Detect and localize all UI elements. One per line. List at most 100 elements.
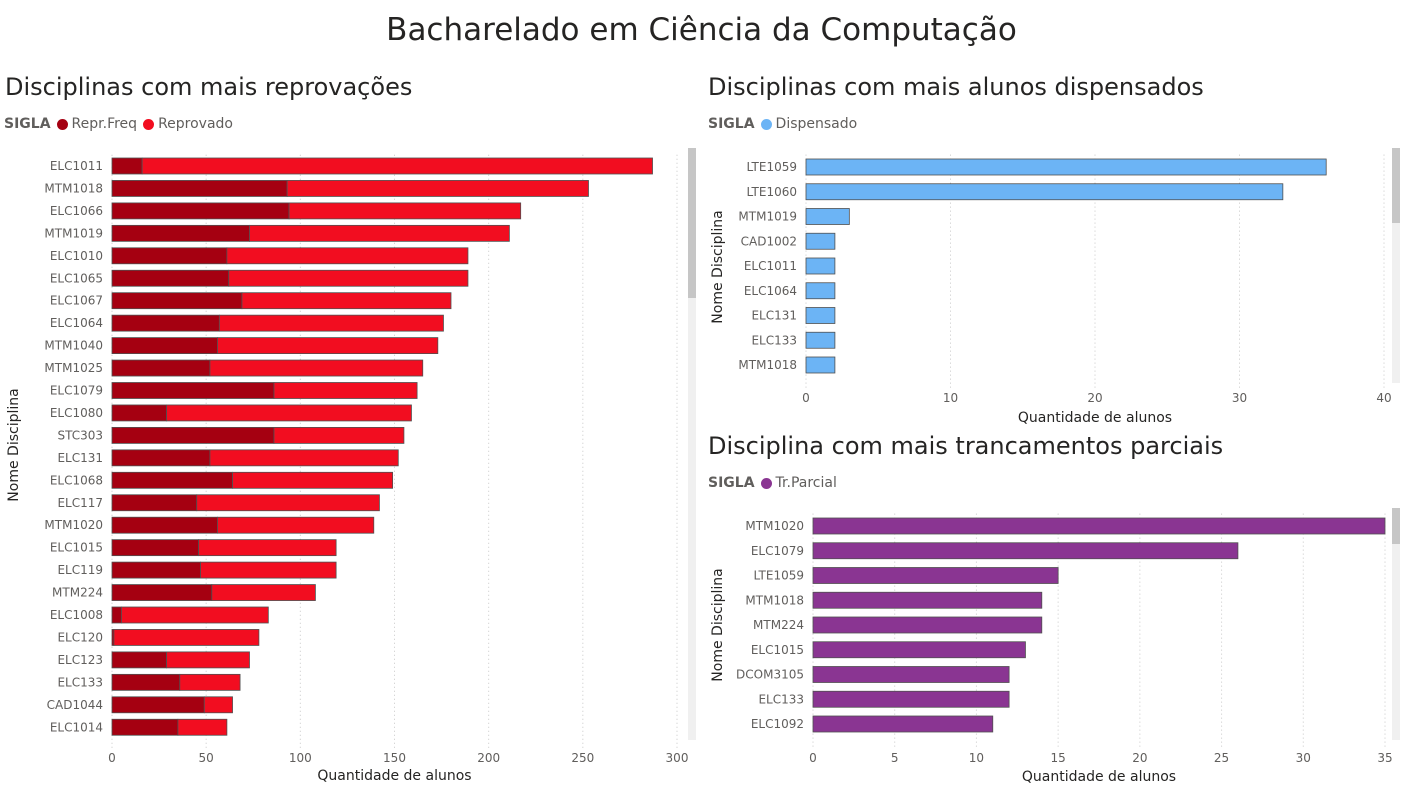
bar-reprovado-elc1008[interactable] bbox=[121, 606, 269, 624]
bar-dispensado-elc1064[interactable] bbox=[805, 282, 836, 300]
y-tick-label: MTM1025 bbox=[44, 361, 103, 375]
bar-reprovado-mtm1040[interactable] bbox=[217, 337, 439, 355]
y-tick-label: MTM1018 bbox=[738, 358, 797, 372]
y-axis-title: Nome Disciplina bbox=[710, 210, 726, 323]
bar-repr-freq-elc131[interactable] bbox=[111, 449, 211, 467]
x-tick-label: 20 bbox=[1132, 751, 1147, 765]
legend-item-repr-freq[interactable]: Repr.Freq bbox=[56, 116, 137, 132]
bar-repr-freq-mtm224[interactable] bbox=[111, 584, 213, 601]
bar-reprovado-elc117[interactable] bbox=[196, 494, 380, 512]
bar-repr-freq-elc1064[interactable] bbox=[111, 314, 220, 332]
bar-repr-freq-elc1066[interactable] bbox=[111, 202, 290, 220]
bar-dispensado-elc131[interactable] bbox=[805, 307, 836, 324]
y-tick-label: ELC1064 bbox=[50, 316, 103, 330]
bar-tr-parcial-elc1079[interactable] bbox=[812, 542, 1239, 560]
x-tick-label: 0 bbox=[802, 391, 810, 405]
scrollbar-reprovacoes[interactable] bbox=[688, 148, 696, 740]
bar-repr-freq-cad1044[interactable] bbox=[111, 696, 205, 714]
bar-reprovado-elc1079[interactable] bbox=[273, 382, 418, 399]
x-tick-label: 150 bbox=[383, 751, 406, 765]
x-tick-label: 0 bbox=[809, 751, 817, 765]
bar-reprovado-elc1068[interactable] bbox=[232, 471, 394, 489]
bar-dispensado-mtm1019[interactable] bbox=[805, 208, 850, 225]
bar-reprovado-elc1067[interactable] bbox=[241, 292, 452, 310]
bar-dispensado-lte1059[interactable] bbox=[805, 158, 1327, 176]
y-tick-label: MTM224 bbox=[52, 586, 103, 600]
bar-reprovado-elc133[interactable] bbox=[179, 673, 241, 691]
y-tick-label: STC303 bbox=[57, 428, 103, 442]
bar-reprovado-elc1080[interactable] bbox=[166, 404, 412, 422]
bar-repr-freq-mtm1040[interactable] bbox=[111, 337, 218, 355]
bar-repr-freq-stc303[interactable] bbox=[111, 426, 275, 444]
bar-repr-freq-elc1008[interactable] bbox=[111, 606, 122, 624]
y-tick-label: ELC1015 bbox=[751, 643, 804, 657]
bar-repr-freq-elc1015[interactable] bbox=[111, 539, 200, 557]
bar-reprovado-mtm1018[interactable] bbox=[286, 180, 589, 197]
bar-tr-parcial-mtm1018[interactable] bbox=[812, 591, 1043, 609]
bar-repr-freq-elc1067[interactable] bbox=[111, 292, 243, 310]
scrollbar-thumb[interactable] bbox=[1392, 508, 1400, 544]
y-tick-label: ELC133 bbox=[758, 692, 804, 706]
legend-item-dispensado[interactable]: Dispensado bbox=[760, 116, 857, 132]
bar-reprovado-elc1066[interactable] bbox=[288, 202, 522, 220]
bar-reprovado-elc1010[interactable] bbox=[226, 247, 469, 265]
bar-dispensado-elc1011[interactable] bbox=[805, 257, 836, 275]
bar-repr-freq-elc119[interactable] bbox=[111, 561, 201, 579]
bar-repr-freq-elc1011[interactable] bbox=[111, 157, 143, 175]
scrollbar-dispensados[interactable] bbox=[1392, 148, 1400, 383]
scrollbar-thumb[interactable] bbox=[688, 148, 696, 298]
bar-repr-freq-elc117[interactable] bbox=[111, 494, 198, 512]
bar-repr-freq-mtm1019[interactable] bbox=[111, 224, 250, 242]
bar-reprovado-elc131[interactable] bbox=[209, 449, 399, 467]
bar-reprovado-elc119[interactable] bbox=[200, 561, 337, 579]
bar-repr-freq-elc1010[interactable] bbox=[111, 247, 228, 265]
bar-repr-freq-elc133[interactable] bbox=[111, 673, 181, 691]
y-tick-label: MTM224 bbox=[753, 618, 804, 632]
bar-reprovado-mtm1020[interactable] bbox=[217, 516, 375, 534]
y-tick-label: ELC1014 bbox=[50, 720, 103, 734]
legend-item-reprovado[interactable]: Reprovado bbox=[143, 116, 233, 132]
bar-repr-freq-mtm1018[interactable] bbox=[111, 180, 288, 197]
bar-repr-freq-elc1079[interactable] bbox=[111, 382, 275, 399]
bar-repr-freq-mtm1020[interactable] bbox=[111, 516, 218, 534]
y-tick-label: MTM1018 bbox=[44, 181, 103, 195]
bar-dispensado-cad1002[interactable] bbox=[805, 232, 836, 250]
bar-tr-parcial-elc1015[interactable] bbox=[812, 641, 1026, 659]
x-tick-label: 30 bbox=[1296, 751, 1311, 765]
scrollbar-thumb[interactable] bbox=[1392, 148, 1400, 223]
y-tick-label: ELC1010 bbox=[50, 249, 103, 263]
legend-label: Reprovado bbox=[158, 116, 233, 132]
scrollbar-trancamentos[interactable] bbox=[1392, 508, 1400, 740]
bar-tr-parcial-elc133[interactable] bbox=[812, 690, 1010, 708]
bar-tr-parcial-dcom3105[interactable] bbox=[812, 666, 1010, 683]
bar-dispensado-mtm1018[interactable] bbox=[805, 356, 836, 374]
bar-dispensado-lte1060[interactable] bbox=[805, 183, 1284, 201]
bar-repr-freq-elc1068[interactable] bbox=[111, 471, 233, 489]
bar-tr-parcial-lte1059[interactable] bbox=[812, 567, 1059, 584]
bar-reprovado-elc1064[interactable] bbox=[218, 314, 444, 332]
bar-reprovado-elc120[interactable] bbox=[113, 629, 260, 646]
chart-title-dispensados: Disciplinas com mais alunos dispensados bbox=[708, 73, 1204, 101]
bar-tr-parcial-mtm224[interactable] bbox=[812, 616, 1043, 634]
bar-reprovado-elc123[interactable] bbox=[166, 651, 250, 669]
bar-repr-freq-elc1080[interactable] bbox=[111, 404, 168, 422]
bar-repr-freq-elc1065[interactable] bbox=[111, 269, 230, 287]
bar-repr-freq-elc1014[interactable] bbox=[111, 718, 179, 736]
bar-reprovado-elc1014[interactable] bbox=[177, 718, 228, 736]
bar-reprovado-mtm1019[interactable] bbox=[249, 224, 510, 242]
bar-dispensado-elc133[interactable] bbox=[805, 331, 836, 349]
bar-reprovado-elc1011[interactable] bbox=[141, 157, 653, 175]
bar-reprovado-cad1044[interactable] bbox=[203, 696, 233, 714]
bar-reprovado-mtm224[interactable] bbox=[211, 584, 316, 601]
bar-reprovado-mtm1025[interactable] bbox=[209, 359, 424, 377]
y-tick-label: ELC1080 bbox=[50, 406, 103, 420]
bar-tr-parcial-elc1092[interactable] bbox=[812, 715, 994, 733]
bar-repr-freq-mtm1025[interactable] bbox=[111, 359, 211, 377]
bar-reprovado-elc1065[interactable] bbox=[228, 269, 469, 287]
y-tick-label: MTM1018 bbox=[745, 593, 804, 607]
bar-repr-freq-elc123[interactable] bbox=[111, 651, 168, 669]
legend-item-tr-parcial[interactable]: Tr.Parcial bbox=[760, 475, 837, 491]
bar-reprovado-elc1015[interactable] bbox=[198, 539, 337, 557]
bar-tr-parcial-mtm1020[interactable] bbox=[812, 517, 1386, 535]
bar-reprovado-stc303[interactable] bbox=[273, 426, 405, 444]
